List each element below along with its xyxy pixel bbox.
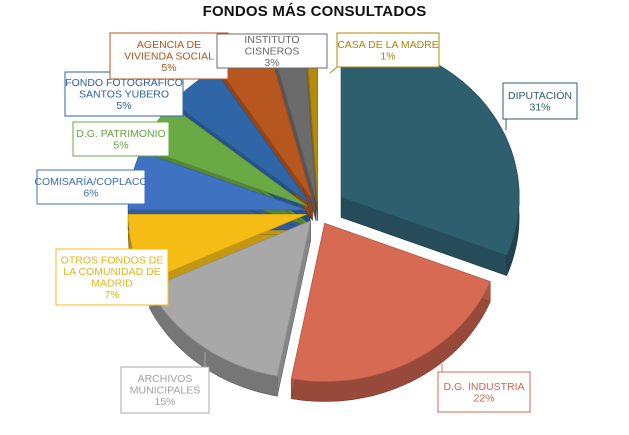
slice-category-label: MADRID [91,277,133,289]
label-box [72,121,170,157]
slice-category-label: LA COMUNIDAD DE [63,266,160,278]
label-box [36,169,146,205]
label-box [120,366,210,414]
slice-category-label: COMISARÍA/COPLACO [34,175,147,188]
slice-value-label: 15% [154,396,175,408]
slice-category-label: MUNICIPALES [130,385,200,397]
chart-title: FONDOS MÁS CONSULTADOS [202,3,427,20]
label-box [109,32,229,80]
slice-value-label: 5% [113,139,128,151]
slice-archivos-municipales [149,220,312,377]
label-box [336,32,440,68]
slice-category-label: DIPUTACIÓN [508,89,572,102]
slice-value-label: 31% [529,101,550,113]
label-box [437,371,531,413]
slice-category-label: SANTOS YUBERO [79,89,169,101]
leader-line [182,93,211,109]
label-box [55,248,169,306]
slice-value-label: 6% [83,187,98,199]
slice-value-label: 7% [104,289,119,301]
slice-value-label: 22% [473,392,494,404]
slice-category-label: ARCHIVOS [138,373,193,385]
pie-tops [127,38,520,382]
slice-value-label: 1% [380,50,395,62]
slice-category-label: D.G. INDUSTRIA [443,381,524,393]
slice-category-label: INSTITUTO [244,34,299,46]
slice-category-label: OTROS FONDOS DE [61,254,164,266]
slice-value-label: 3% [264,57,279,69]
slice-value-label: 5% [161,62,176,74]
slice-value-label: 5% [116,100,131,112]
leader-line [329,66,338,74]
slice-d-g-industria [290,222,491,382]
slice-category-label: VIVIENDA SOCIAL [124,51,214,63]
slice-category-label: CISNEROS [245,46,300,58]
slice-category-label: AGENCIA DE [137,39,201,51]
label-box [502,82,578,120]
leader-line [227,78,243,95]
label-box [216,33,328,69]
slice-category-label: D.G. PATRIMONIO [76,128,165,140]
slice-category-label: CASA DE LA MADRE [337,39,439,51]
